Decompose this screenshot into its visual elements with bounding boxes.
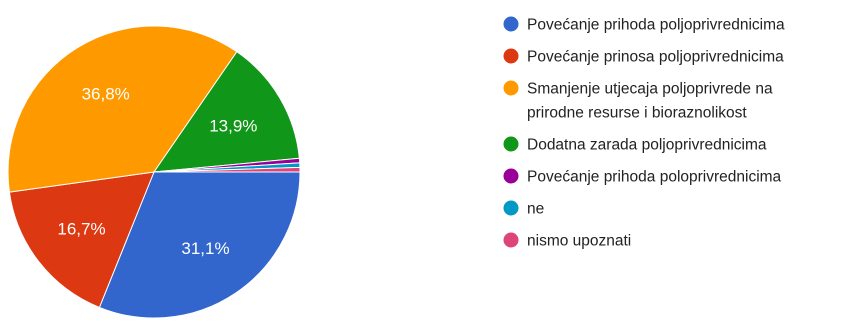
legend-marker: [504, 233, 519, 248]
legend-label: ne: [527, 201, 544, 218]
legend-item: ne: [504, 201, 545, 218]
legend-item: Povećanje prihoda poljoprivrednicima: [504, 17, 785, 34]
legend-marker: [504, 81, 519, 96]
legend: Povećanje prihoda poljoprivrednicima Pove…: [504, 17, 785, 250]
legend-item: Povećanje prinosa poljoprivrednicima: [504, 49, 785, 66]
legend-item: Smanjenje utjecaja poljoprivrede na priro…: [504, 81, 773, 122]
pie-value-label: 31,1%: [181, 239, 229, 258]
pie-slices: [8, 26, 300, 318]
legend-marker: [504, 201, 519, 216]
legend-marker: [504, 169, 519, 184]
legend-label: nismo upoznati: [527, 233, 631, 250]
legend-label: Povećanje prihoda poljoprivrednicima: [527, 17, 785, 34]
legend-label: Povećanje prinosa poljoprivrednicima: [527, 49, 784, 66]
pie-value-label: 36,8%: [82, 85, 130, 104]
pie-value-label: 16,7%: [57, 220, 105, 239]
pie-value-label: 13,9%: [209, 116, 257, 135]
legend-marker: [504, 49, 519, 64]
legend-marker: [504, 17, 519, 32]
legend-item: Povećanje prihoda poloprivrednicima: [504, 169, 782, 186]
legend-item: nismo upoznati: [504, 233, 632, 250]
legend-label: Dodatna zarada poljoprivrednicima: [527, 137, 767, 154]
legend-marker: [504, 137, 519, 152]
legend-label: Smanjenje utjecaja poljoprivrede na priro…: [527, 81, 773, 122]
legend-item: Dodatna zarada poljoprivrednicima: [504, 137, 767, 154]
legend-label: Povećanje prihoda poloprivrednicima: [527, 169, 782, 186]
